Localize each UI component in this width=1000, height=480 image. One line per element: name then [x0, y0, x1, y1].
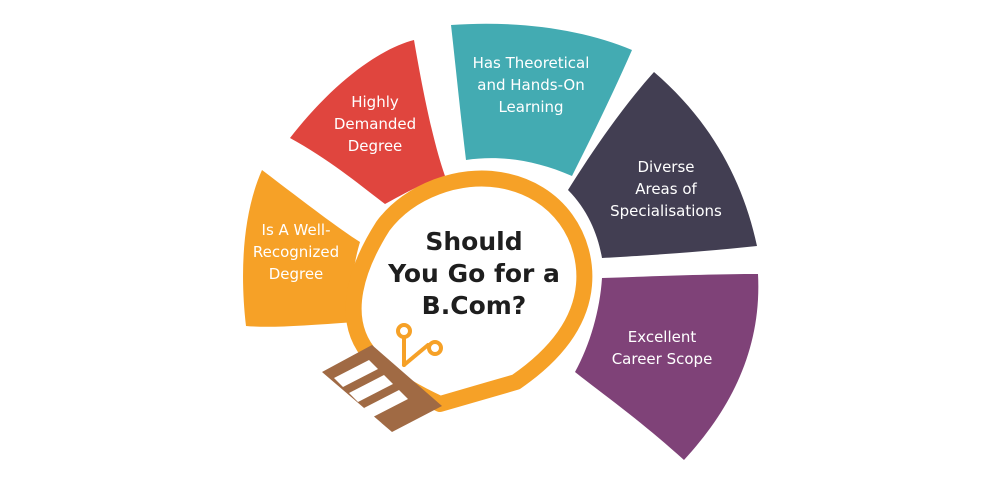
label-line: Is A Well-	[262, 221, 331, 239]
base-band-2	[349, 375, 393, 402]
segment-shape	[290, 40, 445, 204]
label-line: Demanded	[334, 115, 416, 133]
segment-label: Is A Well- Recognized Degree	[253, 221, 339, 283]
lightbulb-icon	[322, 170, 593, 432]
label-line: Learning	[498, 98, 563, 116]
center-question: Should You Go for a B.Com?	[387, 227, 560, 320]
label-line: Diverse	[637, 158, 694, 176]
segment-shape	[243, 170, 360, 327]
segment-shape	[451, 23, 632, 176]
bulb-outline	[345, 170, 593, 412]
segment-highly-demanded: Highly Demanded Degree	[290, 40, 445, 204]
label-line: Recognized	[253, 243, 339, 261]
label-line: Areas of	[635, 180, 697, 198]
bulb-base	[322, 345, 442, 432]
label-line: Should	[425, 227, 522, 256]
segment-shape	[568, 72, 757, 258]
segment-theoretical: Has Theoretical and Hands-On Learning	[451, 23, 632, 176]
label-line: Degree	[269, 265, 324, 283]
label-line: Excellent	[628, 328, 697, 346]
segment-label: Has Theoretical and Hands-On Learning	[473, 54, 590, 116]
base-band-1	[334, 360, 378, 387]
label-line: B.Com?	[422, 291, 527, 320]
label-line: and Hands-On	[477, 76, 584, 94]
segment-well-recognized: Is A Well- Recognized Degree	[243, 170, 360, 327]
base-band-3	[364, 390, 408, 417]
filament-icon	[396, 323, 443, 367]
segment-label: Highly Demanded Degree	[334, 93, 416, 155]
label-line: Specialisations	[610, 202, 722, 220]
label-line: Has Theoretical	[473, 54, 590, 72]
segment-specialisations: Diverse Areas of Specialisations	[568, 72, 757, 258]
label-line: Career Scope	[612, 350, 713, 368]
segment-label: Diverse Areas of Specialisations	[610, 158, 722, 220]
segment-career-scope: Excellent Career Scope	[575, 274, 759, 460]
segment-shape	[575, 274, 759, 460]
label-line: Highly	[351, 93, 399, 111]
label-line: Degree	[348, 137, 403, 155]
label-line: You Go for a	[387, 259, 560, 288]
segment-label: Excellent Career Scope	[612, 328, 713, 368]
